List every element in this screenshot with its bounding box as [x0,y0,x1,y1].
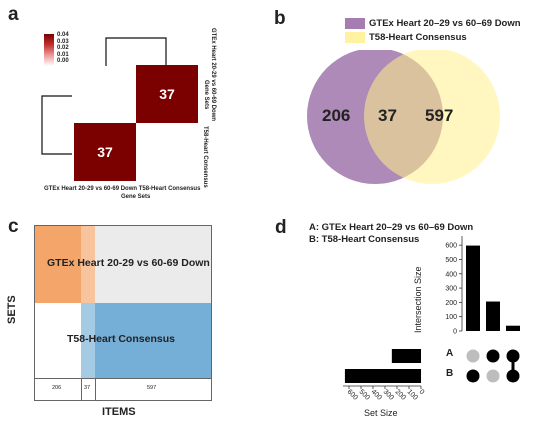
venn-legend-label: GTEx Heart 20–29 vs 60–69 Down [369,17,521,29]
heatmap-cell: 37 [74,123,136,181]
heatmap-legend-gradient [44,34,54,66]
set-size-tick-label: 600 [346,388,359,401]
heatmap-legend-tick: 0.00 [57,58,69,65]
venn-left-count: 206 [322,106,351,125]
set-size-tick-label: 300 [382,388,395,401]
set-size-bar [344,369,421,383]
intersection-bars [466,245,520,331]
venn-right-count: 597 [425,106,454,125]
heatmap-col-dendrogram [105,37,167,66]
panel-label-d: d [275,217,287,238]
venn-legend-label: T58-Heart Consensus [369,31,467,43]
panel-label-b: b [274,8,286,29]
set-size-tick-label: 100 [406,388,419,401]
venn-overlap-count: 37 [378,106,397,125]
intersection-tick-label: 300 [445,286,457,293]
matrix-set-a-label: GTEx Heart 20-29 vs 60-69 Down [47,257,210,269]
intersection-tick-label: 100 [445,314,457,321]
heatmap-col-label: GTEx Heart 20-29 vs 60-69 Down [44,186,138,192]
intersection-axis: 600 500 400 300 200 100 0 [445,236,463,336]
intersection-bar [486,301,500,331]
set-matrix: GTEx Heart 20-29 vs 60-69 Down T58-Heart… [34,225,212,401]
panel-label-c: c [8,216,19,237]
intersection-tick-label: 0 [453,329,457,336]
matrix-set-a-bar [35,226,95,303]
heatmap-col-axis-title: Gene Sets [121,194,151,200]
upset-dot [486,349,500,363]
matrix-overlap-band [81,226,95,378]
heatmap-dendrograms [41,37,167,155]
venn-diagram [307,50,500,184]
set-size-bars [344,349,421,383]
intersection-tick-label: 600 [445,243,457,250]
matrix-x-title: ITEMS [102,406,136,418]
panel-label-a: a [8,4,19,25]
heatmap-legend-tick: 0.02 [57,45,69,52]
set-size-tick-label: 0 [418,388,426,396]
venn-legend: GTEx Heart 20–29 vs 60–69 Down T58-Heart… [345,16,537,44]
venn-circle-b [364,50,500,184]
intersection-bar [466,245,480,331]
matrix-count: 206 [52,385,62,391]
heatmap-cell-value: 37 [97,144,113,160]
upset-dot [466,349,480,363]
upset-dot [466,369,480,383]
heatmap-col-label: T58-Heart Consensus [138,186,201,192]
upset-set-name-a: A [446,348,454,359]
set-size-tick-label: 400 [370,388,383,401]
upset-set-name-b: B [446,368,454,379]
matrix-count: 37 [84,385,91,391]
venn-legend-swatch [345,17,365,29]
intersection-tick-label: 200 [445,300,457,307]
set-size-tick-label: 200 [394,388,407,401]
heatmap-cell-value: 37 [159,86,175,102]
matrix-set-b-label: T58-Heart Consensus [67,333,175,345]
matrix-set-b-bar [81,303,211,378]
intersection-tick-label: 500 [445,257,457,264]
heatmap-legend-tick: 0.03 [57,38,69,45]
venn-legend-item: T58-Heart Consensus [345,30,537,44]
heatmap-legend-tick: 0.04 [57,32,69,38]
heatmap-cell: 37 [136,65,198,123]
set-size-bar [391,349,421,363]
heatmap-legend-tick: 0.01 [57,51,69,58]
matrix-count: 597 [147,385,157,391]
venn-legend-swatch [345,31,365,43]
upset-dot [486,369,500,383]
upset-legend-a: A: GTEx Heart 20–29 vs 60–69 Down [309,222,474,233]
heatmap-row-dendrogram [41,95,72,155]
set-size-axis-title: Set Size [364,408,398,418]
upset-dot-matrix [466,349,520,383]
intersection-bar [506,325,520,331]
intersection-tick-label: 400 [445,271,457,278]
upset-legend-b: B: T58-Heart Consensus [309,234,420,245]
set-size-tick-label: 500 [358,388,371,401]
venn-legend-item: GTEx Heart 20–29 vs 60–69 Down [345,16,537,30]
